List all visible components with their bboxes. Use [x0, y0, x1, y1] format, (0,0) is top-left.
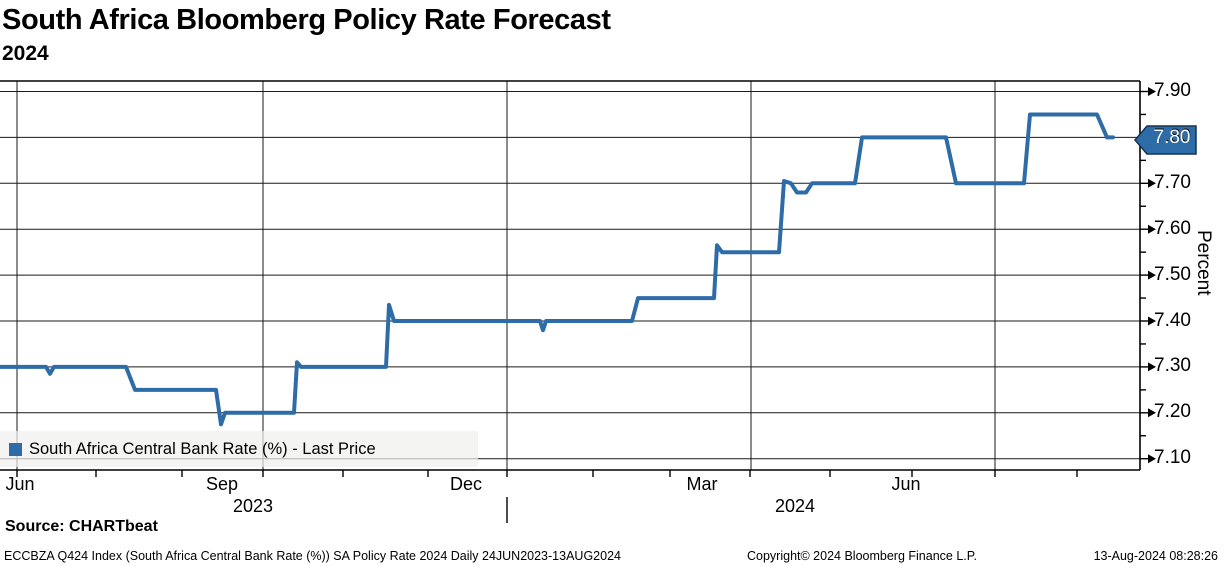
y-tick-label: 7.90 [1154, 80, 1191, 101]
chart-title: South Africa Bloomberg Policy Rate Forec… [2, 4, 611, 36]
y-tick-label: 7.40 [1154, 309, 1191, 331]
y-tick-label: 7.10 [1154, 447, 1191, 469]
last-price-badge-shape [1134, 125, 1197, 155]
legend: South Africa Central Bank Rate (%) - Las… [0, 431, 478, 467]
y-tick-label: 7.50 [1154, 263, 1191, 285]
y-axis-title: Percent [1193, 230, 1214, 296]
x-month-label: Jun [891, 474, 921, 494]
legend-swatch-icon [9, 442, 22, 456]
source-label: Source: CHARTbeat [5, 518, 158, 535]
last-price-badge: 7.80 [1153, 127, 1191, 148]
grid-lines [0, 81, 1140, 470]
y-tick-label: 7.80 [1154, 125, 1191, 147]
x-month-label: Sep [205, 474, 239, 494]
y-tick-label: 7.60 [1154, 217, 1191, 239]
rate-line-series [0, 112, 1115, 427]
y-tick-label: 7.30 [1154, 355, 1191, 377]
x-year-label: 2024 [774, 496, 816, 516]
x-month-label: Dec [449, 474, 483, 494]
chart-subtitle: 2024 [2, 42, 49, 65]
x-month-label: Jun [5, 474, 35, 494]
y-tick-label: 7.70 [1154, 171, 1191, 193]
x-year-label: 2023 [232, 496, 274, 516]
legend-label: South Africa Central Bank Rate (%) - Las… [29, 439, 376, 458]
footer-copyright: Copyright© 2024 Bloomberg Finance L.P. [747, 549, 977, 563]
y-tick-label: 7.20 [1154, 401, 1191, 423]
footer-timestamp: 13-Aug-2024 08:28:26 [1093, 549, 1218, 563]
footer-security-description: ECCBZA Q424 Index (South Africa Central … [4, 549, 621, 563]
x-month-label: Mar [686, 474, 718, 494]
